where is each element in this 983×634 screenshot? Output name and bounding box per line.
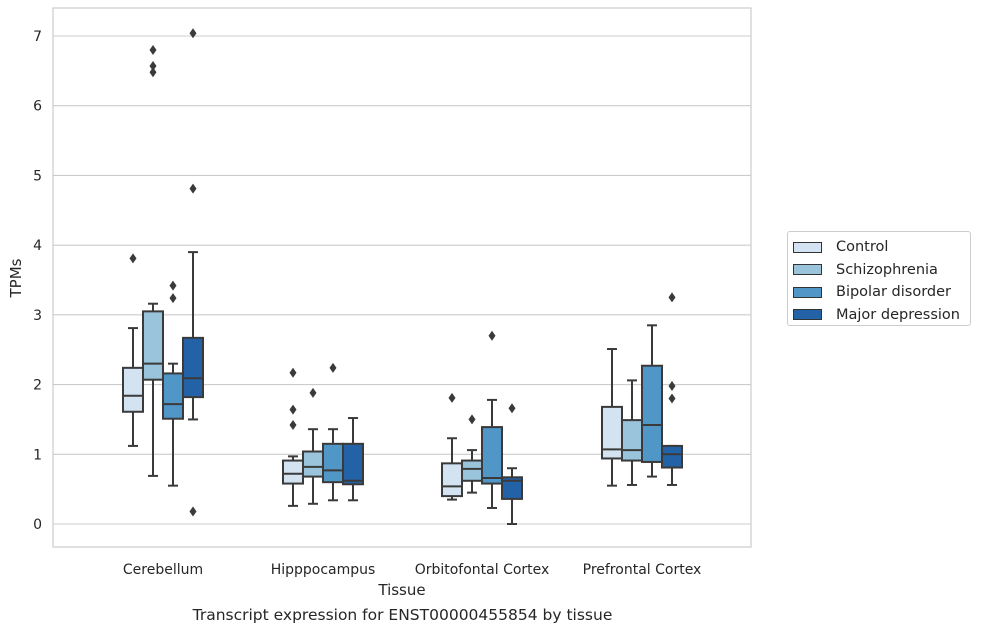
legend-label-major-depression: Major depression — [836, 306, 960, 323]
box-iqr — [481, 426, 503, 485]
legend-swatch-bipolar-disorder — [793, 286, 822, 298]
chart-caption: Transcript expression for ENST0000045585… — [192, 606, 613, 624]
outlier-point — [309, 387, 317, 398]
x-axis-title: Tissue — [377, 581, 425, 599]
y-axis-title: TPMs — [7, 258, 25, 298]
y-tick-label: 0 — [33, 517, 42, 533]
legend-item-control: Control — [788, 236, 970, 259]
box-iqr — [122, 366, 144, 413]
outlier-point — [668, 393, 676, 404]
outlier-point — [149, 67, 157, 78]
box-1-3 — [342, 417, 364, 502]
y-tick-label: 2 — [33, 378, 42, 394]
legend-label-bipolar-disorder: Bipolar disorder — [836, 284, 951, 301]
box-iqr — [601, 405, 623, 460]
outlier-point — [289, 367, 297, 378]
y-tick-label: 7 — [33, 29, 42, 45]
outlier-point — [289, 404, 297, 415]
outlier-point — [169, 293, 177, 304]
y-tick-label: 6 — [33, 99, 42, 115]
box-iqr — [162, 372, 184, 420]
outlier-point — [468, 414, 476, 425]
legend-item-bipolar-disorder: Bipolar disorder — [788, 281, 970, 304]
outlier-point — [149, 60, 157, 71]
outlier-point — [189, 506, 197, 517]
outlier-point — [668, 292, 676, 303]
box-iqr — [501, 476, 523, 500]
box-iqr — [461, 459, 483, 482]
box-iqr — [661, 444, 683, 469]
box-iqr — [142, 310, 164, 381]
y-tick-label: 5 — [33, 168, 42, 184]
legend: Control Schizophrenia Bipolar disorder M… — [787, 231, 971, 326]
x-tick-label: Cerebellum — [123, 562, 203, 578]
y-tick-label: 1 — [33, 447, 42, 463]
x-tick-label: Orbitofontal Cortex — [415, 562, 550, 578]
box-iqr — [282, 459, 304, 485]
box-iqr — [441, 462, 463, 498]
legend-label-control: Control — [836, 239, 889, 256]
box-0-0 — [122, 253, 144, 447]
x-tick-label: Hipppocampus — [271, 562, 376, 578]
boxes — [122, 28, 683, 525]
box-iqr — [302, 450, 324, 478]
box-3-2 — [641, 324, 663, 478]
outlier-point — [448, 392, 456, 403]
legend-swatch-schizophrenia — [793, 264, 822, 276]
box-iqr — [641, 364, 663, 463]
outlier-point — [149, 44, 157, 55]
box-1-1 — [302, 387, 324, 505]
box-iqr — [621, 419, 643, 462]
box-0-2 — [162, 280, 184, 487]
box-3-1 — [621, 379, 643, 486]
legend-item-major-depression: Major depression — [788, 304, 970, 327]
outlier-point — [508, 403, 516, 414]
box-2-0 — [441, 392, 463, 501]
plot-area — [52, 7, 752, 548]
legend-swatch-major-depression — [793, 309, 822, 321]
y-tick-label: 4 — [33, 238, 42, 254]
outlier-point — [189, 183, 197, 194]
x-tick-label: Prefrontal Cortex — [583, 562, 702, 578]
x-tick-labels: Cerebellum Hipppocampus Orbitofontal Corte… — [123, 562, 701, 578]
outlier-point — [169, 280, 177, 291]
outlier-point — [189, 28, 197, 39]
outlier-point — [668, 380, 676, 391]
legend-item-schizophrenia: Schizophrenia — [788, 259, 970, 282]
box-3-3 — [661, 292, 683, 486]
box-iqr — [182, 336, 204, 399]
box-0-1 — [142, 44, 164, 477]
outlier-point — [289, 420, 297, 431]
box-iqr — [342, 442, 364, 486]
outlier-point — [129, 253, 137, 264]
legend-label-schizophrenia: Schizophrenia — [836, 261, 938, 278]
outlier-point — [488, 330, 496, 341]
box-3-0 — [601, 348, 623, 487]
legend-swatch-control — [793, 241, 822, 253]
y-tick-labels: 0 1 2 3 4 5 6 7 — [33, 29, 42, 533]
box-iqr — [322, 442, 344, 484]
box-2-2 — [481, 330, 503, 509]
y-tick-label: 3 — [33, 308, 42, 324]
box-0-3 — [182, 28, 204, 517]
outlier-point — [329, 362, 337, 373]
box-2-3 — [501, 403, 523, 525]
